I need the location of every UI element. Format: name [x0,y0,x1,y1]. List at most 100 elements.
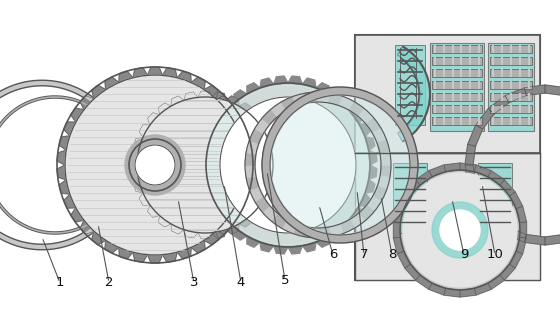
Polygon shape [362,91,379,105]
Polygon shape [288,97,305,113]
Circle shape [220,97,356,233]
Polygon shape [191,77,205,90]
Polygon shape [318,227,330,238]
Polygon shape [359,124,370,137]
Polygon shape [255,118,270,134]
Polygon shape [226,96,239,106]
Circle shape [137,97,273,233]
Polygon shape [139,125,150,137]
Polygon shape [264,179,276,197]
Polygon shape [510,192,522,209]
Circle shape [65,75,245,255]
Polygon shape [105,240,119,253]
Polygon shape [293,93,307,106]
Polygon shape [305,92,318,103]
Polygon shape [468,184,483,205]
Polygon shape [199,151,207,165]
Polygon shape [262,149,272,165]
Polygon shape [358,206,374,221]
FancyBboxPatch shape [430,43,484,131]
Polygon shape [245,152,256,165]
Polygon shape [366,118,381,134]
Polygon shape [80,220,94,234]
Polygon shape [524,85,545,95]
Polygon shape [396,119,411,137]
Polygon shape [119,247,133,259]
Polygon shape [204,231,218,245]
Polygon shape [474,283,491,295]
Polygon shape [255,197,270,212]
Polygon shape [339,96,354,110]
Polygon shape [260,242,274,252]
Polygon shape [351,111,363,124]
Polygon shape [171,224,184,234]
Polygon shape [201,179,211,193]
Polygon shape [301,226,319,239]
Polygon shape [206,193,217,206]
Polygon shape [366,197,381,212]
Polygon shape [212,92,226,100]
Polygon shape [351,206,363,219]
Polygon shape [234,228,247,240]
Polygon shape [147,113,160,125]
Circle shape [264,89,416,241]
Polygon shape [147,205,160,217]
Polygon shape [316,232,333,242]
FancyBboxPatch shape [432,93,482,101]
FancyBboxPatch shape [488,43,534,131]
Polygon shape [158,216,171,227]
Polygon shape [488,96,509,114]
Polygon shape [274,246,288,254]
Circle shape [137,97,273,233]
FancyBboxPatch shape [432,45,482,53]
Polygon shape [398,251,410,268]
FancyBboxPatch shape [432,105,482,113]
Polygon shape [488,171,505,185]
Polygon shape [318,92,330,103]
Polygon shape [316,236,329,247]
Polygon shape [226,208,239,222]
Polygon shape [250,113,263,125]
Polygon shape [516,237,526,254]
Polygon shape [375,217,392,232]
FancyBboxPatch shape [490,81,532,89]
Polygon shape [340,100,353,112]
Polygon shape [329,224,343,237]
FancyBboxPatch shape [490,45,532,53]
Polygon shape [64,194,76,208]
Polygon shape [249,187,263,202]
Text: 5: 5 [281,274,290,286]
Polygon shape [465,165,475,186]
Polygon shape [213,111,225,124]
Polygon shape [301,91,319,105]
Polygon shape [404,179,416,197]
Polygon shape [199,165,207,179]
Polygon shape [162,68,177,78]
Polygon shape [260,125,271,137]
Polygon shape [133,179,143,193]
Polygon shape [396,193,411,211]
Circle shape [440,210,480,250]
FancyBboxPatch shape [432,57,482,65]
Polygon shape [339,220,354,234]
Polygon shape [368,151,377,165]
Polygon shape [198,233,212,239]
Circle shape [208,85,368,245]
Polygon shape [488,275,505,289]
Polygon shape [332,235,348,242]
Polygon shape [133,137,143,151]
Polygon shape [267,137,277,151]
Polygon shape [244,165,253,180]
Polygon shape [362,226,379,239]
Polygon shape [505,88,526,103]
Polygon shape [358,109,374,124]
Polygon shape [216,96,230,110]
Polygon shape [394,222,400,238]
Polygon shape [365,137,375,151]
Polygon shape [222,100,235,112]
Polygon shape [59,180,70,194]
Text: 10: 10 [487,248,503,261]
Polygon shape [269,119,283,137]
Polygon shape [246,176,259,190]
Polygon shape [148,255,162,263]
